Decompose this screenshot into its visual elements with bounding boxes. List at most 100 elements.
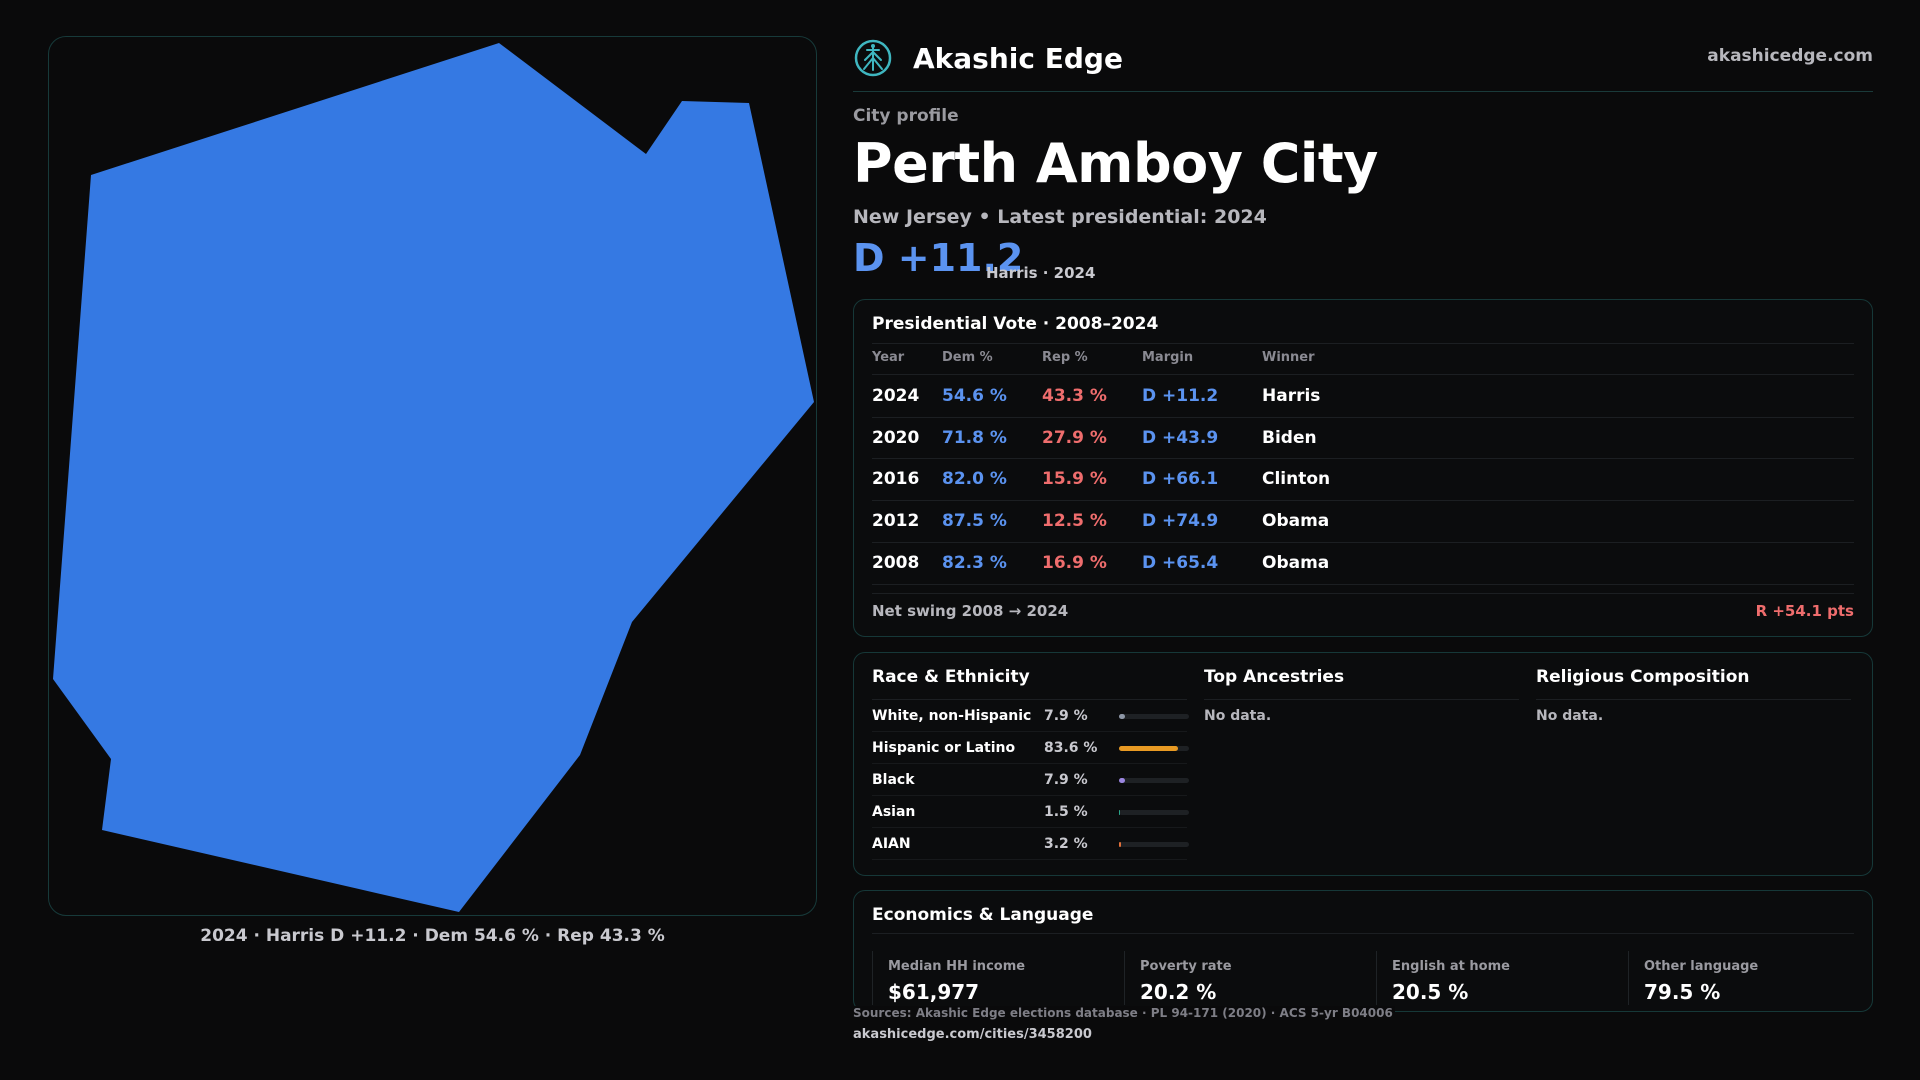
race-percent: 7.9 % [1044, 708, 1088, 724]
page-url-link[interactable]: akashicedge.com/cities/3458200 [853, 1027, 1092, 1042]
divider [1536, 699, 1851, 700]
city-map [48, 36, 817, 916]
stat-value: $61,977 [888, 980, 980, 1004]
table-row: 2016 82.0 % 15.9 % D +66.1 Clinton [872, 458, 1854, 500]
race-percent: 3.2 % [1044, 836, 1088, 852]
divider [872, 458, 1854, 459]
ancestries-section: Top Ancestries No data. [1204, 667, 1519, 724]
stat-value: 20.2 % [1140, 980, 1217, 1004]
cell-margin: D +43.9 [1142, 428, 1219, 448]
stat-label: Median HH income [888, 959, 1026, 974]
stat-label: Other language [1644, 959, 1759, 974]
cell-rep: 15.9 % [1042, 469, 1107, 489]
cell-winner: Obama [1262, 553, 1330, 573]
cell-margin: D +74.9 [1142, 511, 1219, 531]
divider [872, 699, 1187, 700]
divider [1204, 699, 1519, 700]
cell-margin: D +65.4 [1142, 553, 1219, 573]
race-bar-fill [1119, 842, 1122, 847]
race-percent: 1.5 % [1044, 804, 1088, 820]
header-divider [853, 91, 1873, 92]
divider [872, 584, 1854, 585]
cell-rep: 16.9 % [1042, 553, 1107, 573]
race-label: AIAN [872, 836, 911, 852]
cell-rep: 43.3 % [1042, 386, 1107, 406]
divider [872, 343, 1854, 344]
race-bar-track [1119, 842, 1189, 847]
cell-year: 2024 [872, 386, 920, 406]
column-header-margin: Margin [1142, 350, 1194, 365]
cell-year: 2012 [872, 511, 920, 531]
table-row: 2012 87.5 % 12.5 % D +74.9 Obama [872, 500, 1854, 542]
stat-label: Poverty rate [1140, 959, 1232, 974]
divider [872, 500, 1854, 501]
cell-winner: Harris [1262, 386, 1321, 406]
brand[interactable]: Akashic Edge [853, 38, 1123, 78]
race-row: Black 7.9 % [872, 764, 1189, 796]
race-label: White, non-Hispanic [872, 708, 1032, 724]
divider [872, 542, 1854, 543]
cell-dem: 71.8 % [942, 428, 1007, 448]
cell-winner: Clinton [1262, 469, 1331, 489]
stat-value: 20.5 % [1392, 980, 1469, 1004]
net-swing-value: R +54.1 pts [1755, 602, 1854, 620]
page-title: Perth Amboy City [853, 132, 1378, 195]
column-header-rep: Rep % [1042, 350, 1088, 365]
race-row: Asian 1.5 % [872, 796, 1189, 828]
stat-median-income: Median HH income $61,977 [872, 951, 1104, 1005]
sources-note: Sources: Akashic Edge elections database… [853, 1006, 1395, 1020]
section-title: Religious Composition [1536, 667, 1750, 687]
race-row: AIAN 3.2 % [872, 828, 1189, 860]
net-swing-label: Net swing 2008 → 2024 [872, 602, 1069, 620]
page-subtitle: New Jersey • Latest presidential: 2024 [853, 206, 1267, 228]
stat-value: 79.5 % [1644, 980, 1721, 1004]
section-title: Race & Ethnicity [872, 667, 1030, 687]
stat-other-language: Other language 79.5 % [1628, 951, 1860, 1005]
tree-emblem-icon [854, 39, 892, 77]
divider [872, 933, 1854, 934]
stat-poverty-rate: Poverty rate 20.2 % [1124, 951, 1356, 1005]
cell-dem: 54.6 % [942, 386, 1007, 406]
divider [872, 593, 1854, 594]
section-title: Top Ancestries [1204, 667, 1345, 687]
economics-card: Economics & Language Median HH income $6… [853, 890, 1873, 1012]
card-title: Economics & Language [872, 905, 1094, 925]
race-bar-fill [1119, 778, 1125, 783]
race-bar-track [1119, 810, 1189, 815]
race-row: Hispanic or Latino 83.6 % [872, 732, 1189, 764]
race-ethnicity-section: Race & Ethnicity White, non-Hispanic 7.9… [872, 667, 1189, 860]
table-row: 2020 71.8 % 27.9 % D +43.9 Biden [872, 417, 1854, 459]
race-label: Hispanic or Latino [872, 740, 1016, 756]
race-percent: 83.6 % [1044, 740, 1098, 756]
page-eyebrow: City profile [853, 106, 959, 126]
stat-label: English at home [1392, 959, 1510, 974]
column-header-winner: Winner [1262, 350, 1315, 365]
stat-english-at-home: English at home 20.5 % [1376, 951, 1608, 1005]
race-bar-track [1119, 746, 1189, 751]
cell-rep: 27.9 % [1042, 428, 1107, 448]
cell-year: 2008 [872, 553, 920, 573]
race-bar-fill [1119, 714, 1125, 719]
race-bar-fill [1119, 810, 1121, 815]
cell-margin: D +66.1 [1142, 469, 1219, 489]
cell-year: 2020 [872, 428, 920, 448]
cell-dem: 82.3 % [942, 553, 1007, 573]
race-percent: 7.9 % [1044, 772, 1088, 788]
brand-name: Akashic Edge [913, 41, 1123, 75]
cell-winner: Biden [1262, 428, 1317, 448]
map-caption: 2024 · Harris D +11.2 · Dem 54.6 % · Rep… [200, 926, 665, 946]
card-title: Presidential Vote · 2008–2024 [872, 314, 1159, 334]
city-boundary-shape [53, 43, 814, 912]
cell-dem: 87.5 % [942, 511, 1007, 531]
column-header-year: Year [872, 350, 905, 365]
site-domain-link[interactable]: akashicedge.com [1707, 46, 1873, 66]
table-row: 2008 82.3 % 16.9 % D +65.4 Obama [872, 542, 1854, 584]
cell-rep: 12.5 % [1042, 511, 1107, 531]
cell-year: 2016 [872, 469, 920, 489]
race-label: Black [872, 772, 915, 788]
headline-margin-detail: Harris · 2024 [986, 264, 1096, 282]
demographics-card: Race & Ethnicity White, non-Hispanic 7.9… [853, 652, 1873, 876]
table-row: 2024 54.6 % 43.3 % D +11.2 Harris [872, 375, 1854, 417]
empty-state: No data. [1536, 708, 1604, 724]
empty-state: No data. [1204, 708, 1272, 724]
